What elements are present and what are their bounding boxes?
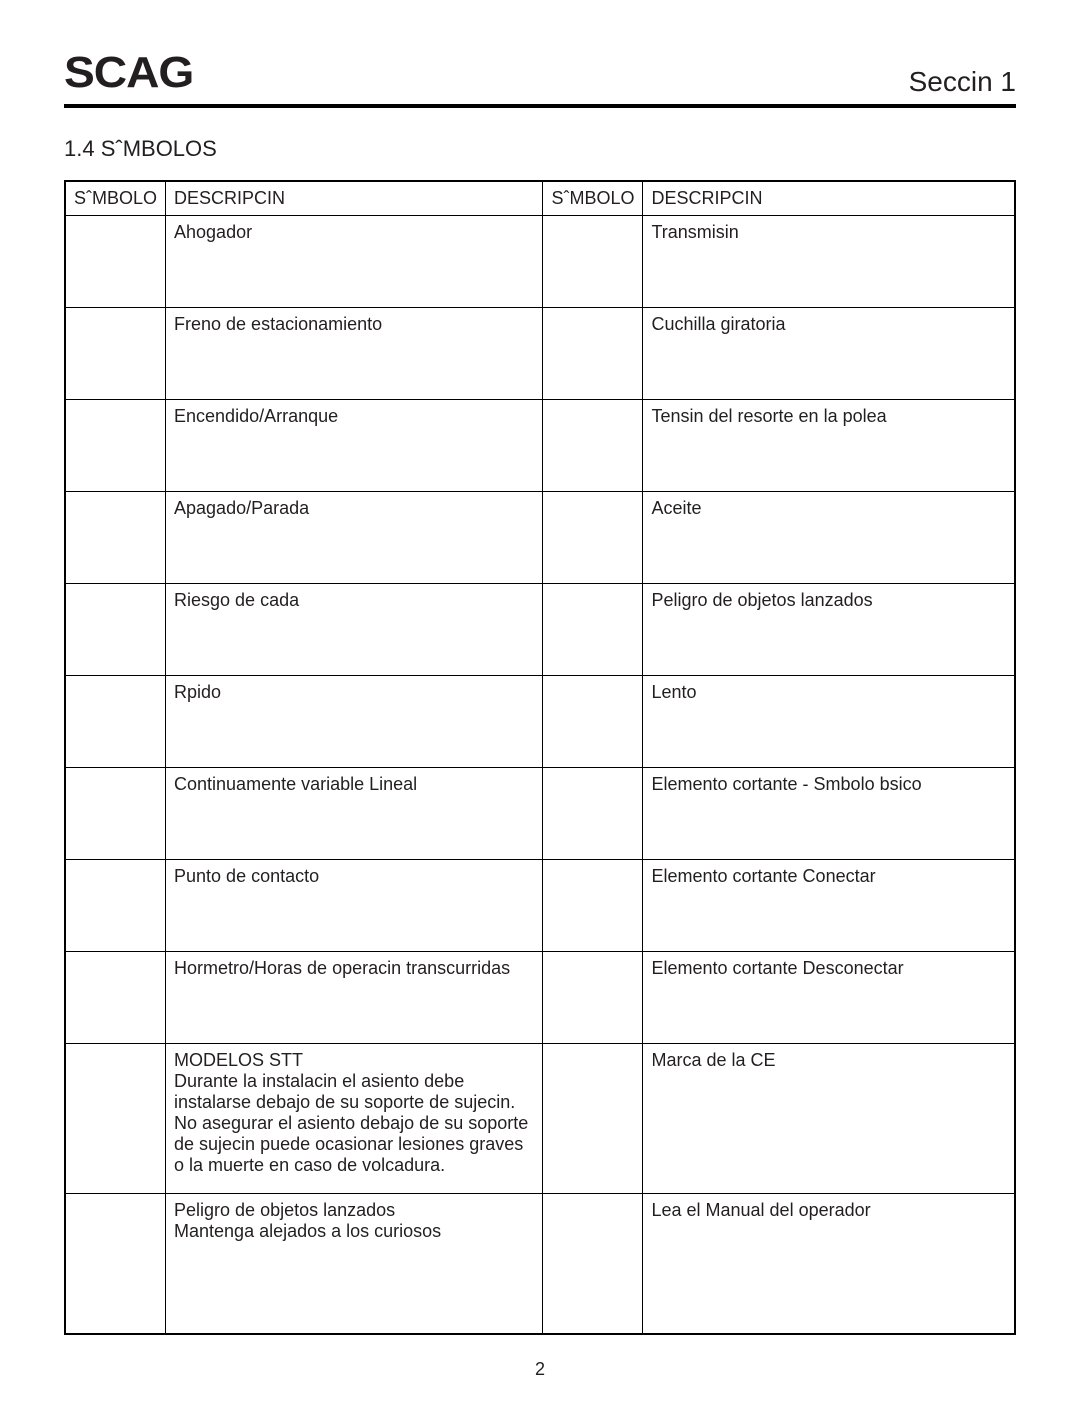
symbol-cell-left xyxy=(65,676,166,768)
symbol-cell-right xyxy=(543,1194,643,1334)
symbol-cell-left xyxy=(65,400,166,492)
desc-cell-right: Elemento cortante Desconectar xyxy=(643,952,1015,1044)
page-number: 2 xyxy=(64,1359,1016,1380)
table-row: Apagado/Parada Aceite xyxy=(65,492,1015,584)
col-header-desc-left: DESCRIPCIN xyxy=(166,181,543,216)
section-title: 1.4 SˆMBOLOS xyxy=(64,136,1016,162)
symbol-cell-right xyxy=(543,860,643,952)
table-row: Rpido Lento xyxy=(65,676,1015,768)
desc-cell-right: Lea el Manual del operador xyxy=(643,1194,1015,1334)
desc-cell-left: Ahogador xyxy=(166,216,543,308)
desc-cell-right: Marca de la CE xyxy=(643,1044,1015,1194)
logo: SCAG xyxy=(64,48,193,98)
desc-cell-right: Elemento cortante - Smbolo bsico xyxy=(643,768,1015,860)
symbol-cell-left xyxy=(65,952,166,1044)
desc-cell-left: Encendido/Arranque xyxy=(166,400,543,492)
symbol-cell-right xyxy=(543,768,643,860)
table-row: Punto de contacto Elemento cortante Conec… xyxy=(65,860,1015,952)
symbol-cell-left xyxy=(65,860,166,952)
symbol-cell-right xyxy=(543,952,643,1044)
col-header-desc-right: DESCRIPCIN xyxy=(643,181,1015,216)
desc-cell-right: Lento xyxy=(643,676,1015,768)
col-header-symbol-left: SˆMBOLO xyxy=(65,181,166,216)
page-header: SCAG Seccin 1 xyxy=(64,48,1016,108)
desc-cell-right: Peligro de objetos lanzados xyxy=(643,584,1015,676)
symbol-cell-left xyxy=(65,216,166,308)
desc-cell-left: Continuamente variable Lineal xyxy=(166,768,543,860)
symbol-cell-left xyxy=(65,1194,166,1334)
desc-cell-right: Tensin del resorte en la polea xyxy=(643,400,1015,492)
symbol-cell-right xyxy=(543,400,643,492)
table-row: Encendido/Arranque Tensin del resorte en … xyxy=(65,400,1015,492)
symbol-cell-left xyxy=(65,584,166,676)
symbol-cell-right xyxy=(543,584,643,676)
symbol-cell-left xyxy=(65,492,166,584)
table-row: Continuamente variable Lineal Elemento co… xyxy=(65,768,1015,860)
symbol-cell-right xyxy=(543,1044,643,1194)
table-row: Hormetro/Horas de operacin transcurridas… xyxy=(65,952,1015,1044)
desc-cell-right: Cuchilla giratoria xyxy=(643,308,1015,400)
symbol-cell-right xyxy=(543,308,643,400)
section-label: Seccin 1 xyxy=(909,66,1016,98)
table-body: AhogadorTransmisinFreno de estacionamien… xyxy=(65,216,1015,1334)
table-row: Riesgo de cada Peligro de objetos lanzado… xyxy=(65,584,1015,676)
desc-cell-right: Elemento cortante Conectar xyxy=(643,860,1015,952)
desc-cell-left: Rpido xyxy=(166,676,543,768)
table-row: Ahogador Transmisin xyxy=(65,216,1015,308)
desc-cell-right: Transmisin xyxy=(643,216,1015,308)
symbol-cell-left xyxy=(65,308,166,400)
col-header-symbol-right: SˆMBOLO xyxy=(543,181,643,216)
desc-cell-left: Hormetro/Horas de operacin transcurridas xyxy=(166,952,543,1044)
desc-cell-left: Punto de contacto xyxy=(166,860,543,952)
desc-cell-left: MODELOS STTDurante la instalacin el asie… xyxy=(166,1044,543,1194)
symbol-cell-right xyxy=(543,216,643,308)
table-row: Peligro de objetos lanzadosMantenga alej… xyxy=(65,1194,1015,1334)
desc-cell-left: Freno de estacionamiento xyxy=(166,308,543,400)
symbol-cell-left xyxy=(65,1044,166,1194)
desc-cell-left: Apagado/Parada xyxy=(166,492,543,584)
symbol-cell-right xyxy=(543,676,643,768)
desc-cell-right: Aceite xyxy=(643,492,1015,584)
symbol-cell-right xyxy=(543,492,643,584)
symbol-cell-left xyxy=(65,768,166,860)
page: SCAG Seccin 1 1.4 SˆMBOLOS SˆMBOLO DESCR… xyxy=(0,0,1080,1404)
desc-cell-left: Peligro de objetos lanzadosMantenga alej… xyxy=(166,1194,543,1334)
table-row: Freno de estacionamiento Cuchilla girator… xyxy=(65,308,1015,400)
table-header-row: SˆMBOLO DESCRIPCIN SˆMBOLO DESCRIPCIN xyxy=(65,181,1015,216)
desc-cell-left: Riesgo de cada xyxy=(166,584,543,676)
symbols-table: SˆMBOLO DESCRIPCIN SˆMBOLO DESCRIPCIN Ah… xyxy=(64,180,1016,1335)
table-row: MODELOS STTDurante la instalacin el asie… xyxy=(65,1044,1015,1194)
